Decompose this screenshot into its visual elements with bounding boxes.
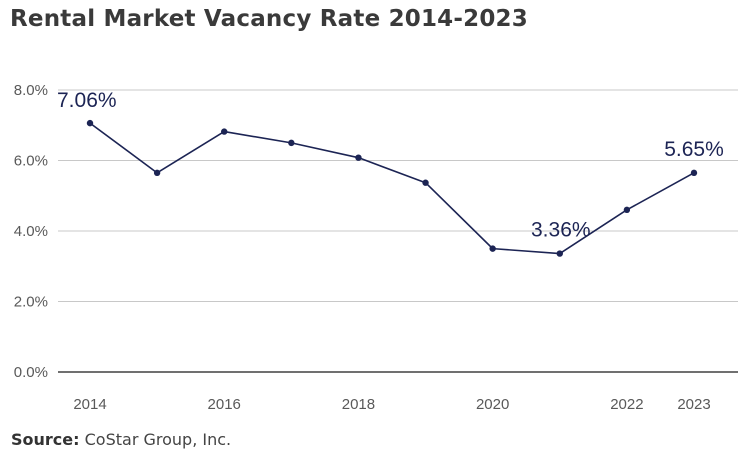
data-point [623,206,631,214]
x-tick-label: 2018 [342,396,375,413]
source-label: Source: [11,430,80,449]
data-point [690,169,698,177]
data-point [556,250,563,257]
data-label: 7.06% [57,89,117,112]
x-axis-ticks: 2014 2016 2018 2020 2022 2023 [73,396,710,413]
y-tick-label: 4.0% [14,223,48,240]
chart-title: Rental Market Vacancy Rate 2014-2023 [10,6,528,32]
data-point [221,128,228,135]
x-tick-label: 2016 [208,396,241,413]
data-point [288,139,295,147]
annotations: 7.06% 3.36% 5.65% [57,89,724,241]
series-layer [86,119,698,257]
series-line [89,122,695,255]
x-tick-label: 2022 [610,396,643,413]
data-point [422,179,429,186]
y-tick-label: 8.0% [14,82,48,99]
data-point [489,245,496,252]
source-text: CoStar Group, Inc. [84,430,232,449]
y-tick-label: 0.0% [14,364,48,381]
y-axis-ticks: 0.0% 2.0% 4.0% 6.0% 8.0% [14,82,48,381]
gridlines [58,89,738,373]
x-tick-label: 2023 [677,396,710,413]
x-tick-label: 2020 [476,396,509,413]
data-point [355,154,362,161]
y-tick-label: 6.0% [14,153,48,170]
source-note: Source: CoStar Group, Inc. [11,430,231,449]
x-tick-label: 2014 [73,396,106,413]
data-label: 3.36% [531,219,591,242]
data-point [153,169,161,177]
y-tick-label: 2.0% [14,294,48,311]
data-point [86,119,94,127]
data-label: 5.65% [664,138,724,161]
